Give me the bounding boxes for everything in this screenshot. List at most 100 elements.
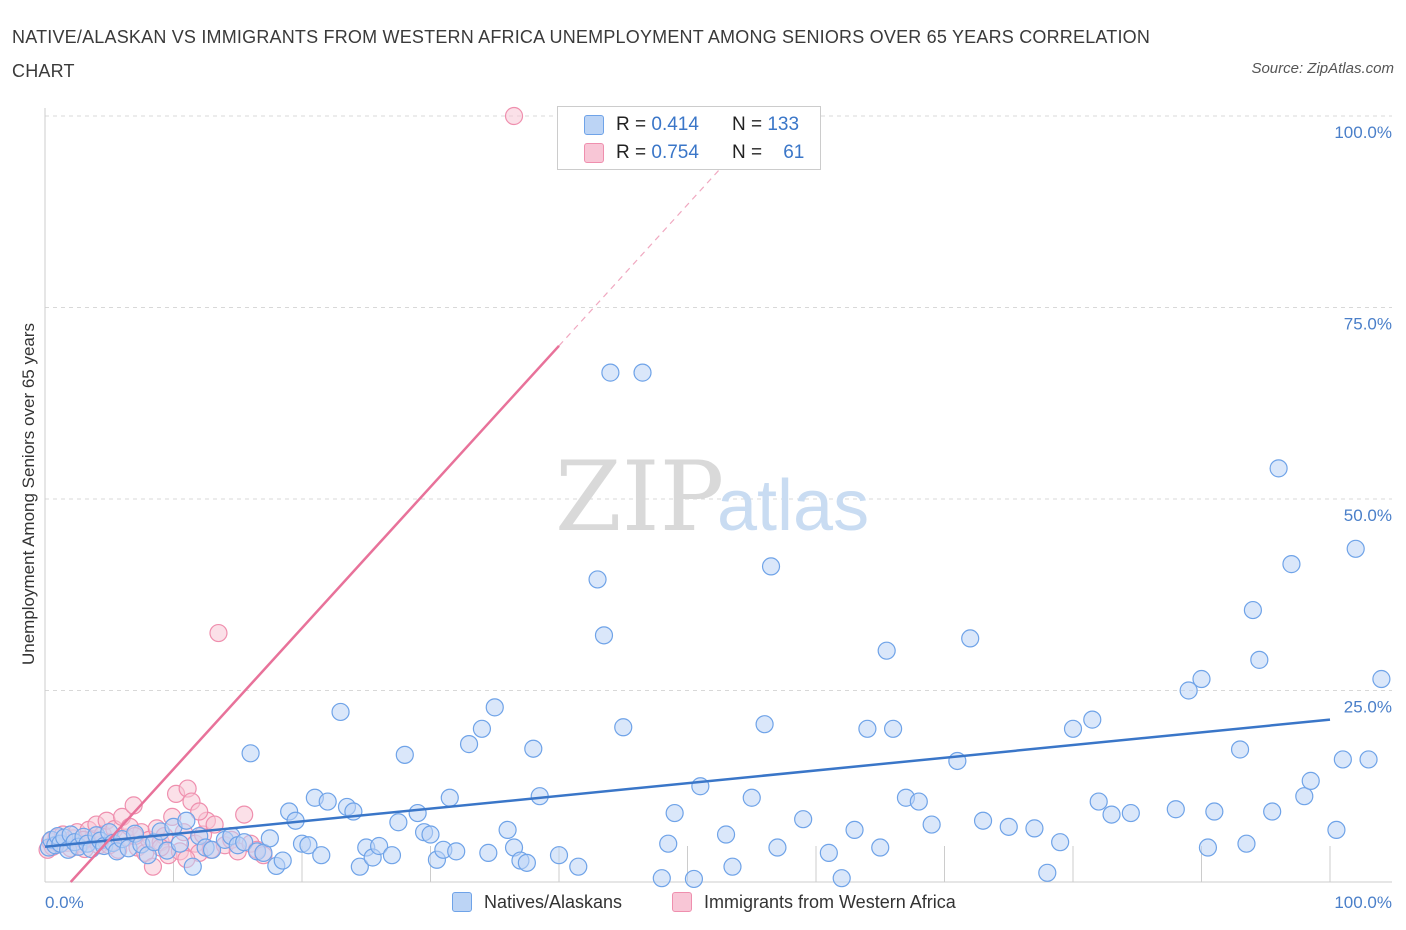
watermark-atlas: atlas: [717, 466, 869, 546]
y-tick-label: 50.0%: [1344, 506, 1392, 525]
natives-point: [761, 557, 781, 576]
r-value: 0.414: [651, 114, 699, 135]
natives-point: [845, 820, 864, 840]
natives-point: [472, 719, 491, 738]
immigrants-point: [209, 623, 228, 643]
r-label: R =: [616, 142, 647, 163]
y-axis-label: Unemployment Among Seniors over 65 years: [19, 323, 38, 665]
natives-point: [768, 838, 787, 857]
immigrants-trendline-extension: [558, 147, 740, 347]
natives-point: [909, 792, 928, 811]
y-tick-label: 25.0%: [1344, 698, 1392, 717]
natives-point: [447, 842, 466, 861]
legend-item-natives: Natives/Alaskans: [452, 888, 622, 916]
natives-point: [1063, 719, 1083, 738]
natives-point: [299, 836, 318, 855]
immigrants-legend-label: Immigrants from Western Africa: [704, 891, 956, 912]
natives-point: [1237, 834, 1256, 853]
natives-point: [1250, 650, 1269, 669]
n-label: N =: [731, 142, 763, 163]
watermark: ZIP atlas: [555, 441, 869, 553]
natives-swatch: [584, 115, 604, 135]
r-value: 0.754: [651, 142, 699, 163]
natives-point: [170, 834, 190, 853]
natives-trendline: [44, 718, 1331, 849]
stats-legend: R = 0.414 N = 133 R = 0.754 N = 61: [557, 106, 821, 170]
natives-point: [973, 811, 993, 830]
natives-point: [883, 719, 903, 738]
natives-point: [716, 825, 736, 844]
legend-item-immigrants: Immigrants from Western Africa: [672, 888, 956, 916]
x-tick-label: 0.0%: [45, 893, 84, 912]
natives-point: [318, 792, 337, 811]
natives-point: [177, 811, 196, 830]
natives-point: [659, 834, 678, 853]
natives-point: [1089, 792, 1108, 811]
immigrants-point: [235, 805, 254, 824]
natives-point: [588, 570, 607, 589]
natives-point: [485, 698, 504, 717]
stats-row-natives: R = 0.414 N = 133: [584, 113, 799, 137]
natives-point: [832, 869, 851, 888]
natives-point: [350, 857, 369, 876]
natives-point: [408, 803, 427, 823]
natives-point: [1295, 787, 1314, 806]
natives-point: [633, 363, 652, 382]
y-tick-label: 100.0%: [1334, 123, 1392, 142]
natives-point: [421, 825, 440, 844]
natives-point: [819, 843, 838, 862]
natives-point: [1269, 459, 1288, 478]
natives-point: [684, 869, 704, 889]
watermark-zip: ZIP: [555, 441, 724, 553]
n-value: 61: [783, 142, 805, 163]
natives-point: [370, 836, 389, 856]
chart-title: NATIVE/ALASKAN VS IMMIGRANTS FROM WESTER…: [12, 27, 1151, 81]
natives-point: [652, 869, 671, 888]
natives-point: [1038, 863, 1057, 882]
natives-point: [961, 629, 980, 648]
y-tick-label: 75.0%: [1344, 315, 1392, 334]
natives-legend-label: Natives/Alaskans: [484, 891, 623, 912]
natives-point: [549, 846, 569, 865]
natives-point: [922, 815, 941, 834]
natives-point: [877, 641, 896, 660]
natives-point: [1083, 710, 1102, 729]
natives-point: [202, 840, 222, 859]
natives-point: [459, 735, 479, 754]
natives-point: [235, 833, 254, 852]
natives-point: [1359, 750, 1378, 769]
natives-point: [1346, 539, 1365, 558]
r-label: R =: [616, 114, 647, 135]
n-label: N =: [731, 114, 763, 135]
x-tick-label: 100.0%: [1334, 893, 1392, 912]
natives-point: [999, 817, 1018, 836]
n-value: 133: [767, 114, 800, 135]
immigrants-point: [190, 802, 209, 821]
natives-point: [1282, 555, 1301, 574]
immigrants-point: [504, 106, 524, 126]
natives-point: [858, 719, 877, 738]
stats-row-immigrants: R = 0.754 N = 61: [584, 141, 804, 165]
natives-point: [382, 846, 402, 865]
natives-point: [273, 851, 292, 870]
natives-point: [1179, 681, 1198, 700]
immigrants-swatch: [584, 143, 604, 163]
natives-point: [569, 857, 588, 876]
natives-point: [1025, 819, 1044, 838]
natives-point: [665, 803, 684, 823]
natives-point: [1243, 600, 1263, 620]
natives-point: [1230, 740, 1250, 759]
natives-point: [312, 846, 331, 865]
natives-point: [1301, 771, 1320, 790]
natives-point: [183, 857, 202, 876]
natives-point: [479, 843, 498, 862]
natives-point: [498, 820, 517, 840]
natives-point: [331, 702, 350, 722]
natives-point: [524, 739, 543, 758]
natives-point: [1205, 802, 1224, 821]
natives-legend-swatch: [452, 892, 472, 912]
natives-point: [755, 715, 774, 734]
natives-point: [794, 810, 813, 829]
natives-point: [517, 853, 536, 872]
